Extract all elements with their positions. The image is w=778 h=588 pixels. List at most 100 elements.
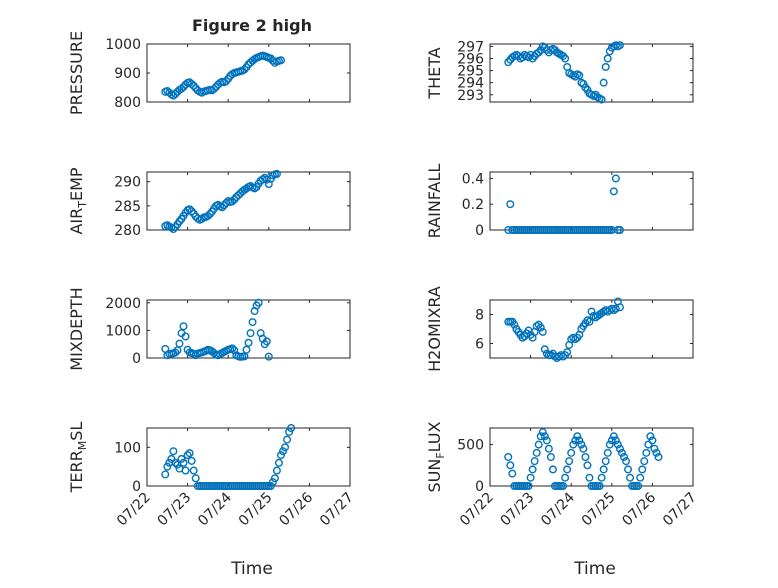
data-point — [601, 457, 610, 466]
data-point — [609, 306, 618, 315]
data-point — [609, 187, 618, 196]
data-point — [607, 436, 616, 445]
y-axis-label: RAINFALL — [425, 164, 444, 239]
data-point — [171, 89, 180, 98]
data-point — [274, 458, 283, 467]
data-point — [652, 448, 661, 457]
y-axis-label-main: RAINFALL — [425, 164, 444, 239]
x-tick-label: 07/23 — [498, 490, 538, 530]
data-series — [504, 297, 624, 363]
data-point — [268, 478, 277, 487]
y-tick-label: 294 — [457, 76, 484, 92]
data-point — [544, 444, 553, 453]
axes-box — [489, 43, 694, 103]
data-point — [285, 427, 294, 436]
data-point — [615, 225, 624, 234]
data-point — [569, 333, 578, 342]
data-point — [585, 473, 594, 482]
data-point — [559, 352, 568, 361]
y-tick-label: 800 — [114, 95, 141, 111]
data-point — [266, 482, 275, 491]
data-point — [622, 457, 631, 466]
data-point — [536, 432, 545, 441]
data-point — [536, 323, 545, 332]
y-tick-label: 500 — [457, 438, 484, 454]
axes-box — [146, 171, 351, 231]
data-point — [508, 469, 517, 478]
data-point — [230, 346, 239, 355]
data-point — [583, 461, 592, 470]
axes-box — [146, 427, 351, 487]
data-point — [599, 465, 608, 474]
data-point — [617, 448, 626, 457]
data-point — [642, 448, 651, 457]
data-series — [161, 298, 273, 361]
data-point — [183, 451, 192, 460]
axes-box — [146, 43, 351, 103]
data-point — [272, 169, 281, 178]
data-point — [601, 62, 610, 71]
data-point — [189, 466, 198, 475]
data-point — [615, 41, 624, 50]
data-series — [161, 51, 285, 100]
data-point — [599, 78, 608, 87]
data-point — [561, 473, 570, 482]
data-point — [272, 466, 281, 475]
data-point — [597, 473, 606, 482]
data-point — [571, 436, 580, 445]
data-point — [179, 322, 188, 331]
y-axis-label-main: THETA — [425, 47, 444, 99]
y-axis-label: SUNFLUX — [425, 421, 447, 492]
data-point — [228, 344, 237, 353]
data-point — [577, 440, 586, 449]
y-tick-label: 0.2 — [462, 197, 484, 213]
y-tick-label: 0 — [475, 479, 484, 495]
y-tick-label: 0 — [132, 351, 141, 367]
y-tick-label: 296 — [457, 52, 484, 68]
data-point — [526, 473, 535, 482]
data-point — [626, 473, 635, 482]
data-point — [613, 440, 622, 449]
data-point — [248, 318, 257, 327]
y-axis-label-sub: M — [76, 441, 89, 451]
data-point — [532, 448, 541, 457]
y-tick-label: 0 — [475, 223, 484, 239]
data-point — [559, 482, 568, 491]
x-tick-label: 07/22 — [114, 490, 154, 530]
figure-title: Figure 2 high — [192, 16, 312, 35]
data-point — [548, 465, 557, 474]
data-point — [264, 352, 273, 361]
subplot-mixdepth: 0 1000 2000 MIXDEPTH — [67, 287, 351, 371]
data-point — [228, 197, 237, 206]
x-tick-label: 07/27 — [660, 490, 700, 530]
data-point — [171, 348, 180, 357]
x-tick-label: 07/25 — [236, 490, 276, 530]
y-axis-label-main: AIR — [67, 208, 86, 235]
data-point — [611, 304, 620, 313]
data-point — [650, 444, 659, 453]
data-point — [615, 303, 624, 312]
data-point — [212, 82, 221, 91]
data-point — [644, 440, 653, 449]
y-tick-label: 100 — [114, 440, 141, 456]
data-point — [542, 436, 551, 445]
data-point — [607, 304, 616, 313]
data-point — [242, 345, 251, 354]
data-point — [573, 432, 582, 441]
data-point — [506, 461, 515, 470]
y-tick-label: 290 — [114, 175, 141, 191]
data-point — [561, 54, 570, 63]
y-tick-label: 2000 — [105, 296, 141, 312]
data-point — [611, 174, 620, 183]
data-point — [603, 448, 612, 457]
y-axis-label: TERRMSL — [67, 422, 89, 494]
data-point — [246, 329, 255, 338]
data-point — [587, 307, 596, 316]
y-axis-label-sub: T — [76, 201, 89, 209]
data-point — [648, 436, 657, 445]
data-point — [185, 449, 194, 458]
data-point — [258, 175, 267, 184]
data-point — [203, 211, 212, 220]
